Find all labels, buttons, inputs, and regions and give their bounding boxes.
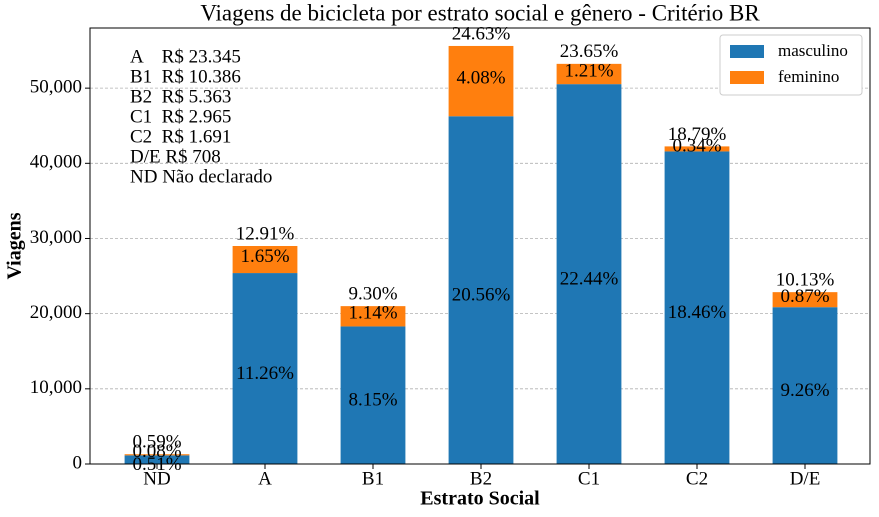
- legend-swatch: [730, 71, 764, 84]
- x-tick-label: C1: [578, 468, 600, 489]
- legend-label: masculino: [778, 41, 848, 60]
- percent-label: 4.08%: [456, 67, 505, 88]
- x-tick-label: ND: [143, 468, 170, 489]
- percent-label: 1.21%: [564, 60, 613, 81]
- info-text: C2 R$ 1.691: [130, 126, 231, 147]
- total-label: 12.91%: [236, 223, 295, 244]
- y-tick-label: 0: [73, 452, 83, 473]
- legend-swatch: [730, 45, 764, 58]
- total-label: 24.63%: [452, 23, 511, 44]
- bar-segment: [232, 273, 298, 464]
- bar-segment: [340, 326, 406, 464]
- y-tick-label: 40,000: [30, 152, 82, 173]
- total-label: 10.13%: [776, 270, 835, 291]
- bar-segment: [124, 455, 190, 464]
- info-text: A R$ 23.345: [130, 46, 241, 67]
- bar-segment: [664, 146, 730, 152]
- percent-label: 22.44%: [560, 268, 619, 289]
- bar-segment: [664, 151, 730, 464]
- bar-segment: [772, 307, 838, 464]
- percent-label: 8.15%: [348, 390, 397, 411]
- legend-label: feminino: [778, 67, 839, 86]
- x-tick-label: B1: [362, 468, 384, 489]
- total-label: 0.59%: [132, 432, 181, 453]
- info-text: ND Não declarado: [130, 166, 272, 187]
- percent-label: 0.08%: [132, 441, 181, 462]
- total-label: 9.30%: [348, 283, 397, 304]
- x-tick-label: A: [258, 468, 272, 489]
- bar-segment: [772, 292, 838, 308]
- percent-label: 9.26%: [780, 380, 829, 401]
- total-label: 23.65%: [560, 41, 619, 62]
- bar-segment: [232, 246, 298, 274]
- percent-label: 18.46%: [668, 302, 727, 323]
- bar-segment: [124, 454, 190, 456]
- y-tick-label: 10,000: [30, 377, 82, 398]
- percent-label: 20.56%: [452, 284, 511, 305]
- x-tick-label: C2: [686, 468, 708, 489]
- info-text: C1 R$ 2.965: [130, 106, 231, 127]
- x-tick-label: B2: [470, 468, 492, 489]
- y-axis-label: Viagens: [4, 212, 26, 279]
- y-tick-label: 20,000: [30, 302, 82, 323]
- bar-segment: [556, 84, 622, 464]
- bar-segment: [448, 45, 514, 117]
- chart-title: Viagens de bicicleta por estrato social …: [200, 0, 760, 25]
- y-tick-label: 50,000: [30, 76, 82, 97]
- percent-label: 1.65%: [240, 246, 289, 267]
- percent-label: 11.26%: [236, 363, 294, 384]
- x-axis-label: Estrato Social: [420, 488, 540, 510]
- info-text: B1 R$ 10.386: [130, 66, 241, 87]
- y-tick-label: 30,000: [30, 227, 82, 248]
- bar-segment: [340, 306, 406, 327]
- bar-segment: [448, 116, 514, 464]
- percent-label: 0.87%: [780, 286, 829, 307]
- percent-label: 1.14%: [348, 303, 397, 324]
- total-label: 18.79%: [668, 124, 727, 145]
- bar-segment: [556, 63, 622, 85]
- x-tick-label: D/E: [790, 468, 821, 489]
- percent-label: 0.34%: [672, 135, 721, 156]
- info-text: D/E R$ 708: [130, 146, 221, 167]
- info-text: B2 R$ 5.363: [130, 86, 231, 107]
- plot-frame: [89, 27, 871, 465]
